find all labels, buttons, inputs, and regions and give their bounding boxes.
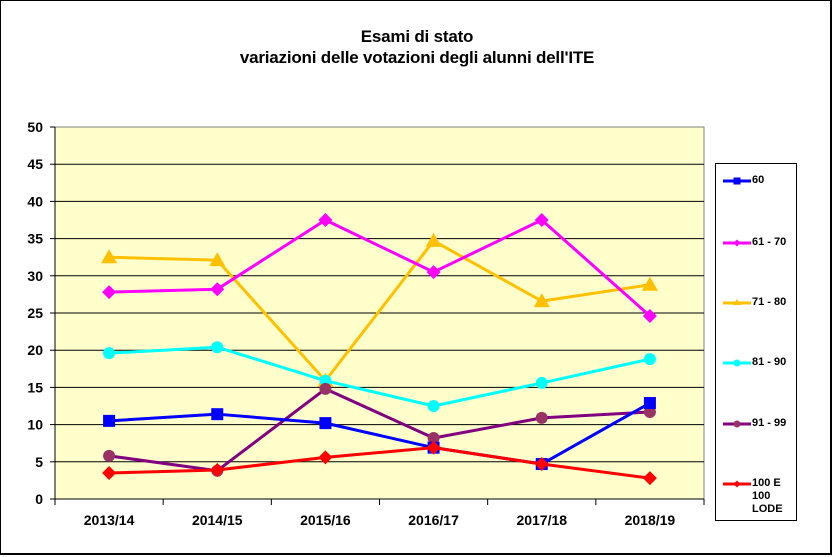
x-tick-label: 2016/17 bbox=[408, 512, 459, 528]
x-tick-label: 2018/19 bbox=[625, 512, 676, 528]
x-tick-label: 2014/15 bbox=[192, 512, 243, 528]
legend-label: 60 bbox=[752, 174, 765, 186]
data-point bbox=[427, 431, 440, 444]
data-point bbox=[425, 232, 442, 247]
data-point bbox=[427, 400, 440, 412]
legend-swatch-icon bbox=[722, 296, 752, 310]
legend-label: 61 - 70 bbox=[752, 236, 787, 248]
data-point bbox=[102, 465, 117, 480]
data-point bbox=[533, 293, 550, 308]
data-point bbox=[318, 450, 333, 465]
legend-label: 100 E 100 LODE bbox=[752, 477, 783, 515]
data-point bbox=[319, 382, 332, 395]
legend-swatch-icon bbox=[722, 356, 752, 370]
y-tick-label: 10 bbox=[27, 417, 43, 433]
chart-title: Esami di stato bbox=[360, 27, 474, 46]
legend-swatch-icon bbox=[722, 174, 752, 188]
data-series bbox=[101, 213, 658, 486]
series-91---99 bbox=[103, 382, 656, 477]
data-point bbox=[642, 308, 657, 323]
legend-item: 60 bbox=[722, 174, 792, 188]
data-point bbox=[102, 285, 117, 300]
y-tick-label: 15 bbox=[27, 379, 43, 395]
data-point bbox=[426, 265, 441, 280]
y-tick-label: 30 bbox=[27, 268, 43, 284]
x-axis: 2013/14 2014/15 2015/16 2016/17 2017/18 2018/… bbox=[54, 498, 705, 528]
legend-swatch-icon bbox=[722, 417, 752, 431]
data-point bbox=[210, 462, 225, 477]
data-point bbox=[534, 213, 549, 227]
series-61---70 bbox=[102, 213, 657, 323]
legend-label: 91 - 99 bbox=[752, 417, 787, 429]
data-point bbox=[535, 411, 548, 424]
data-point bbox=[210, 282, 225, 297]
legend-item: 61 - 70 bbox=[722, 236, 792, 250]
y-tick-label: 35 bbox=[27, 231, 43, 247]
x-tick-label: 2017/18 bbox=[516, 512, 567, 528]
legend-swatch-icon bbox=[722, 477, 752, 491]
y-tick-label: 50 bbox=[27, 119, 43, 135]
y-tick-label: 40 bbox=[27, 193, 43, 209]
data-point bbox=[642, 471, 657, 486]
data-point bbox=[211, 408, 224, 421]
legend-item: 91 - 99 bbox=[722, 417, 792, 431]
chart-subtitle: variazioni delle votazioni degli alunni … bbox=[239, 48, 595, 67]
y-axis: 0 5 10 15 20 25 30 35 40 45 50 bbox=[27, 119, 56, 507]
data-point bbox=[318, 213, 333, 227]
y-tick-label: 25 bbox=[27, 305, 43, 321]
data-point bbox=[426, 440, 441, 455]
y-tick-label: 0 bbox=[35, 491, 43, 507]
legend-item: 71 - 80 bbox=[722, 296, 792, 310]
y-tick-label: 20 bbox=[27, 342, 43, 358]
data-point bbox=[101, 249, 118, 264]
x-tick-label: 2015/16 bbox=[300, 512, 351, 528]
data-point bbox=[534, 457, 549, 472]
legend-item: 81 - 90 bbox=[722, 356, 792, 370]
y-tick-label: 5 bbox=[35, 454, 43, 470]
legend: 60 61 - 70 71 - 80 81 - 90 91 - 99 100 E 100 … bbox=[715, 163, 797, 521]
data-point bbox=[641, 276, 658, 291]
legend-item: 100 E 100 LODE bbox=[722, 477, 792, 516]
legend-swatch-icon bbox=[722, 236, 752, 250]
data-point bbox=[103, 347, 116, 360]
data-point bbox=[103, 414, 116, 427]
data-point bbox=[643, 397, 656, 410]
data-point bbox=[319, 417, 332, 430]
y-tick-label: 45 bbox=[27, 156, 43, 172]
data-point bbox=[535, 376, 548, 389]
data-point bbox=[103, 449, 116, 462]
data-point bbox=[211, 341, 224, 354]
data-point bbox=[209, 252, 226, 267]
legend-label: 81 - 90 bbox=[752, 356, 787, 368]
legend-label: 71 - 80 bbox=[752, 296, 787, 308]
series-100-e-100-lode bbox=[102, 440, 657, 486]
x-tick-label: 2013/14 bbox=[84, 512, 135, 528]
data-point bbox=[643, 353, 656, 366]
